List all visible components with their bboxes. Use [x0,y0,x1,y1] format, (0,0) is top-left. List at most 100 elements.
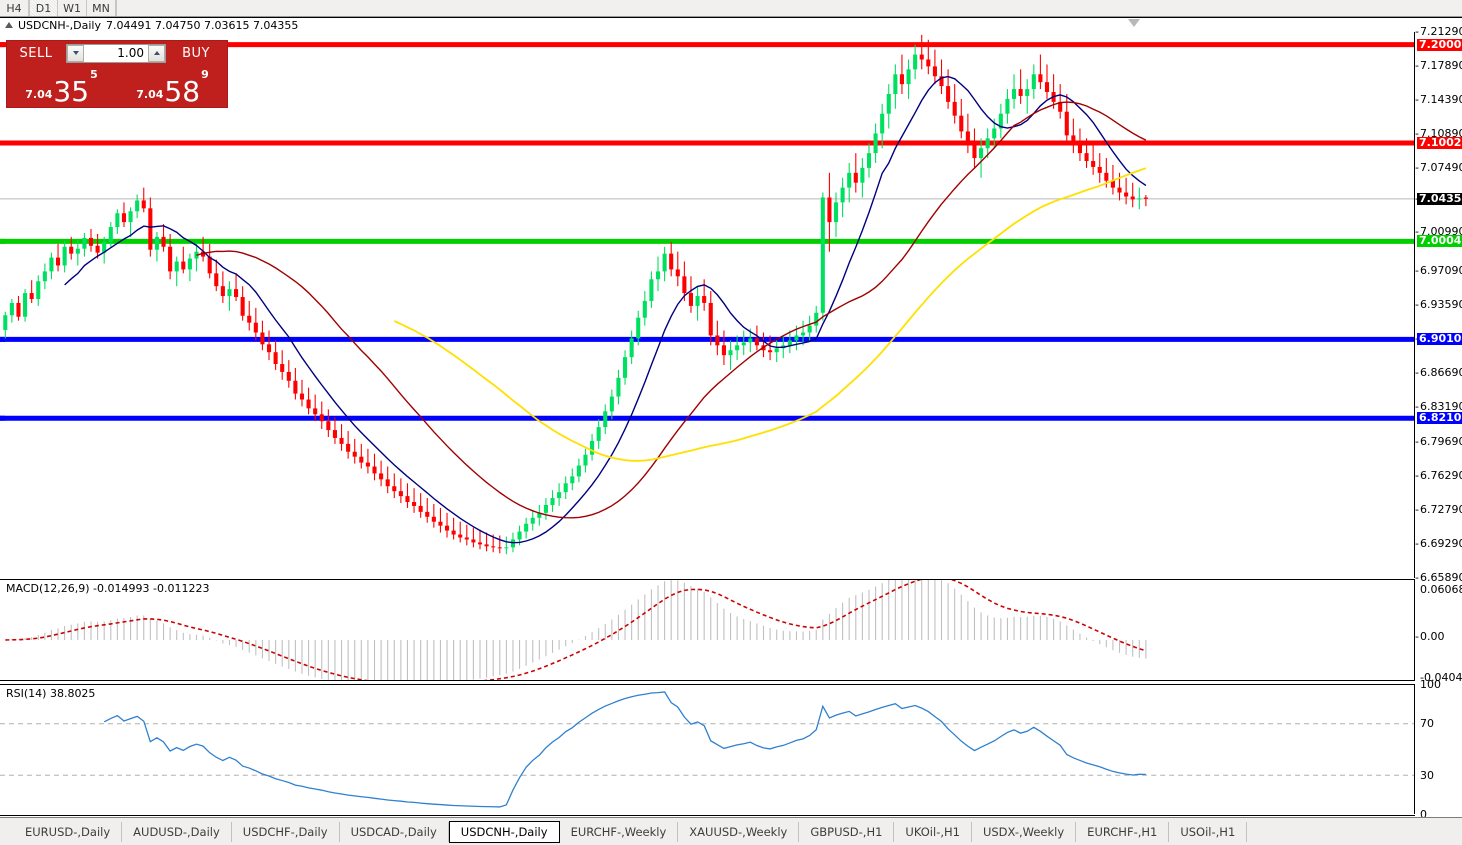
buy-price-main: 58 [164,75,201,108]
price-level-tag[interactable]: 7.00048 [1417,235,1462,248]
price-tick: -7.14390 [1415,93,1462,106]
timeframe-tab-mn[interactable]: MN [87,0,116,16]
price-tick-label: 6.97090 [1420,263,1462,277]
symbol-tab-usdcnh[interactable]: USDCNH-,Daily [448,820,560,843]
price-level-tag[interactable]: 6.82103 [1417,412,1462,425]
toolbar-spacer [116,0,1462,16]
buy-price[interactable]: 7.04 58 9 [118,65,227,107]
price-tick: -6.83190 [1415,400,1462,413]
scroll-marker-icon[interactable] [1128,19,1140,27]
price-tick: -6.97090 [1415,264,1462,277]
price-tick: -7.17890 [1415,59,1462,72]
price-tick: -6.76290 [1415,469,1462,482]
price-level-tag[interactable]: 7.10029 [1417,136,1462,149]
symbol-tab-eurchf[interactable]: EURCHF-,H1 [1076,821,1170,842]
volume-value[interactable]: 1.00 [84,44,148,62]
price-level-tag[interactable]: 7.04355 [1417,192,1462,205]
one-click-trading-panel[interactable]: SELL 1.00 BUY 7.04 35 5 7.04 58 9 [7,41,227,107]
sell-button[interactable]: SELL [19,45,53,61]
symbol-tab-usdchf[interactable]: USDCHF-,Daily [232,821,340,842]
price-tick-label: 7.14390 [1420,93,1462,106]
macd-svg [5,580,1147,680]
symbol-tab-gbpusd[interactable]: GBPUSD-,H1 [799,821,895,842]
symbol-tab-label: UKOil-,H1 [905,824,960,839]
price-tick: -7.07490 [1415,161,1462,174]
price-tick-label: 6.83190 [1420,400,1462,414]
symbol-tab-xauusd[interactable]: XAUUSD-,Weekly [678,821,800,842]
price-tick: -7.00990 [1415,225,1462,238]
chart-symbol-label: USDCNH-,Daily [18,18,101,32]
sell-price[interactable]: 7.04 35 5 [7,65,118,107]
symbol-tab-bar[interactable]: EURUSD-,Daily AUDUSD-,Daily USDCHF-,Daily U… [0,817,1462,845]
symbol-tab-label: EURCHF-,H1 [1087,824,1158,839]
price-tick-label: 6.79690 [1420,434,1462,448]
price-tick-label: 6.76290 [1420,468,1462,482]
sell-price-fraction: 5 [90,68,98,81]
symbol-tab-label: USDCHF-,Daily [242,824,328,839]
rsi-label: RSI(14) 38.8025 [4,687,98,700]
price-scale[interactable]: -7.21290 -7.17890 -7.14390 -7.10890 -7.07490… [1415,25,1462,821]
symbol-tab-label: XAUUSD-,Weekly [689,824,788,839]
price-tick-label: 7.17890 [1420,58,1462,72]
volume-decrease-button[interactable] [67,44,84,62]
one-click-trading-prices: 7.04 35 5 7.04 58 9 [7,65,227,107]
price-tick: -6.72790 [1415,503,1462,516]
price-tick: -6.93590 [1415,298,1462,311]
price-level-tag[interactable]: 7.20009 [1417,38,1462,51]
timeframe-label: D1 [35,1,52,15]
price-tick-label: 6.93590 [1420,298,1462,311]
rsi-tick: 100 [1415,678,1441,691]
price-chart-svg [0,34,1414,555]
price-tick-label: 7.07490 [1420,161,1462,174]
buy-price-fraction: 9 [201,68,209,81]
symbol-tab-eurusd[interactable]: EURUSD-,Daily [14,821,123,842]
rsi-tick-label: 100 [1420,678,1441,691]
macd-tick: 0.060687 [1415,583,1462,596]
chart-window: USDCNH-,Daily 7.04491 7.04750 7.03615 7.… [0,17,1462,830]
rsi-tick-label: 30 [1420,769,1434,782]
macd-tick-label: -0.040432 [1420,671,1462,684]
macd-tick-label: 0.00 [1420,630,1445,643]
price-tick-label: 7.21290 [1420,25,1462,38]
macd-tick-label: 0.060687 [1420,583,1462,596]
symbol-tab-label: EURCHF-,Weekly [570,824,667,839]
volume-stepper[interactable]: 1.00 [66,43,166,63]
price-tick-label: 6.65890 [1420,571,1462,584]
symbol-tab-usoil[interactable]: USOil-,H1 [1169,821,1248,842]
price-tick: -6.79690 [1415,435,1462,448]
chart-ohlc-label: 7.04491 7.04750 7.03615 7.04355 [105,18,299,32]
buy-button[interactable]: BUY [182,45,210,61]
macd-pane[interactable]: MACD(12,26,9) -0.014993 -0.011223 [0,579,1415,681]
symbol-tab-audusd[interactable]: AUDUSD-,Daily [122,821,232,842]
price-tick: -7.21290 [1415,25,1462,38]
price-level-tag[interactable]: 6.90100 [1417,333,1462,346]
rsi-tick: 0 [1415,808,1427,821]
symbol-tab-usdcad[interactable]: USDCAD-,Daily [340,821,449,842]
rsi-tick-label: 0 [1420,808,1427,821]
buy-price-prefix: 7.04 [136,88,164,101]
macd-tick: -0.040432 [1415,671,1462,684]
one-click-trading-header: SELL 1.00 BUY [7,41,227,65]
symbol-tab-label: AUDUSD-,Daily [133,824,220,839]
symbol-tab-label: EURUSD-,Daily [25,824,111,839]
price-tick-label: 6.69290 [1420,537,1462,551]
volume-increase-button[interactable] [148,44,165,62]
symbol-tab-ukoil[interactable]: UKOil-,H1 [894,821,972,842]
timeframe-tab-w1[interactable]: W1 [58,0,87,16]
timeframe-label: W1 [63,1,81,15]
macd-label: MACD(12,26,9) -0.014993 -0.011223 [4,582,212,595]
price-chart-pane[interactable] [0,32,1415,578]
collapse-triangle-icon[interactable] [5,22,13,28]
symbol-tab-eurchf[interactable]: EURCHF-,Weekly [560,821,679,842]
chart-titlebar: USDCNH-,Daily 7.04491 7.04750 7.03615 7.… [0,18,1405,32]
price-tick: -6.86690 [1415,366,1462,379]
timeframe-label: H4 [6,1,22,15]
symbol-tab-label: USDCNH-,Daily [460,824,548,839]
symbol-tab-usdx[interactable]: USDX-,Weekly [972,821,1077,842]
timeframe-bar: H4 D1 W1 MN [0,0,1462,17]
price-tick-label: 6.72790 [1420,502,1462,516]
timeframe-tab-d1[interactable]: D1 [29,0,58,16]
rsi-pane[interactable]: RSI(14) 38.8025 [0,684,1415,814]
timeframe-tab-h4[interactable]: H4 [0,0,29,16]
symbol-tab-label: USDCAD-,Daily [350,824,437,839]
